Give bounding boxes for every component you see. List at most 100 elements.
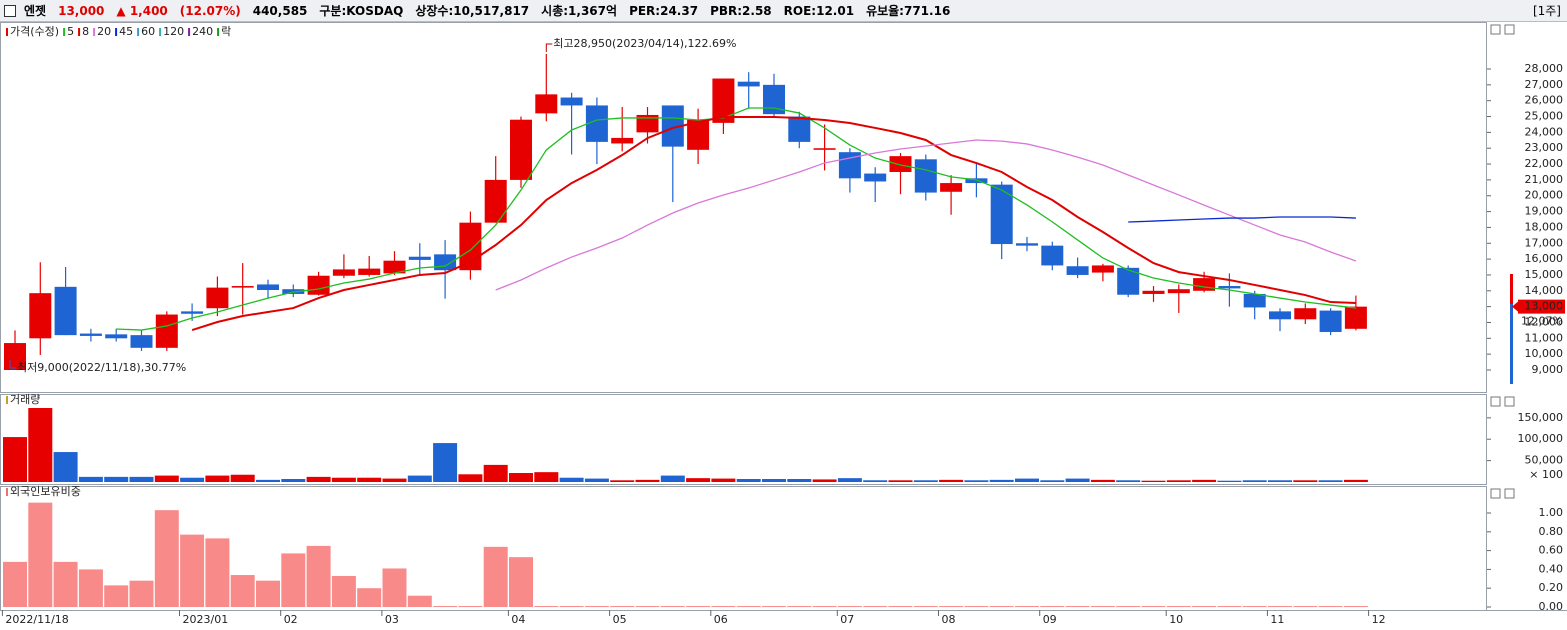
legend-label: 120 bbox=[163, 25, 184, 38]
candle-body bbox=[1117, 267, 1140, 295]
panel-button[interactable] bbox=[1490, 396, 1501, 407]
candle-body bbox=[1091, 265, 1114, 273]
bar bbox=[1116, 480, 1141, 482]
bar bbox=[1268, 480, 1292, 482]
bar bbox=[154, 510, 179, 607]
bar bbox=[53, 561, 78, 607]
bar bbox=[1343, 606, 1368, 608]
y-tick-label: 100,000 bbox=[1518, 432, 1564, 445]
bar bbox=[1217, 606, 1242, 608]
bar bbox=[610, 606, 635, 608]
legend-label: 8 bbox=[82, 25, 89, 38]
period[interactable]: [1주] bbox=[1532, 4, 1561, 18]
bar bbox=[104, 476, 129, 482]
x-tick-label: 2022/11/18 bbox=[5, 613, 68, 626]
bar bbox=[180, 534, 205, 607]
bar bbox=[762, 606, 786, 608]
ma-line bbox=[191, 116, 1356, 332]
candle-body bbox=[1066, 266, 1089, 275]
panel-button[interactable] bbox=[1490, 488, 1501, 499]
candle-body bbox=[155, 314, 178, 348]
info: 시총:1,367억 bbox=[541, 4, 618, 18]
bar bbox=[584, 606, 609, 608]
bar bbox=[559, 606, 584, 608]
legend-label: 240 bbox=[192, 25, 213, 38]
x-tick-label: 02 bbox=[284, 613, 298, 626]
bar bbox=[1065, 478, 1090, 482]
bar bbox=[635, 606, 660, 608]
price-panel bbox=[0, 22, 1487, 393]
bar bbox=[964, 480, 989, 482]
bar bbox=[964, 606, 989, 608]
bar bbox=[989, 479, 1014, 482]
bar bbox=[610, 480, 635, 482]
annotation: 최저9,000(2022/11/18),30.77% bbox=[17, 361, 186, 374]
bar bbox=[1318, 480, 1343, 482]
bar bbox=[1166, 480, 1191, 482]
legend-label: 가격(수정) bbox=[10, 25, 59, 38]
y-tick-label: 0.40 bbox=[1539, 562, 1564, 575]
panel-button[interactable] bbox=[1504, 24, 1515, 35]
checkbox[interactable] bbox=[4, 4, 16, 17]
candle-body bbox=[585, 105, 608, 142]
candle-body bbox=[636, 114, 659, 133]
candle-body bbox=[1193, 278, 1216, 291]
x-tick-label: 10 bbox=[1169, 613, 1183, 626]
bar bbox=[1040, 480, 1065, 482]
bar bbox=[256, 479, 280, 482]
candle-body bbox=[1294, 308, 1317, 320]
bar bbox=[78, 569, 103, 607]
legend-label: 락 bbox=[221, 25, 231, 38]
y-tick-label: 20,000 bbox=[1525, 189, 1564, 202]
info: PBR:2.58 bbox=[710, 3, 772, 18]
bar bbox=[686, 478, 711, 482]
bar bbox=[736, 479, 761, 482]
legend-swatch bbox=[6, 396, 8, 404]
bar bbox=[1065, 606, 1090, 608]
panel-button[interactable] bbox=[1490, 24, 1501, 35]
candle-body bbox=[79, 333, 102, 336]
chart: 9,000 10,000 11,000 12,000 13,000 14,000 15,00… bbox=[0, 22, 1567, 626]
candle-body bbox=[990, 184, 1013, 245]
bar bbox=[382, 478, 407, 482]
candle-body bbox=[484, 179, 507, 223]
bar bbox=[1268, 606, 1292, 608]
legend-swatch bbox=[217, 28, 220, 36]
bar bbox=[863, 606, 888, 608]
y-tick-label: 19,000 bbox=[1525, 205, 1564, 218]
bar bbox=[78, 476, 103, 482]
bar bbox=[483, 546, 508, 607]
bar bbox=[913, 480, 938, 482]
bar bbox=[433, 606, 458, 608]
panel-button[interactable] bbox=[1504, 488, 1515, 499]
annotation-arrow bbox=[545, 43, 553, 52]
y-tick-label: 11,000 bbox=[1525, 331, 1564, 344]
candle-body bbox=[737, 81, 760, 87]
x-tick-label: 2023/01 bbox=[183, 613, 229, 626]
candle-body bbox=[788, 116, 811, 142]
bar bbox=[407, 595, 432, 607]
bar bbox=[331, 575, 356, 607]
bar bbox=[433, 443, 458, 482]
panel-button[interactable] bbox=[1504, 396, 1515, 407]
y-tick-label: 26,000 bbox=[1525, 94, 1564, 107]
y-tick-label: 18,000 bbox=[1525, 220, 1564, 233]
candle-body bbox=[1016, 243, 1038, 246]
bar bbox=[3, 437, 27, 482]
y-tick-label: 12,000 bbox=[1525, 315, 1564, 328]
bar bbox=[1293, 606, 1318, 608]
bar bbox=[1217, 480, 1242, 482]
bar bbox=[129, 580, 154, 607]
bar bbox=[660, 475, 685, 482]
candle-body bbox=[1041, 245, 1064, 266]
candle-body bbox=[130, 335, 153, 348]
candle-body bbox=[257, 284, 279, 290]
y-tick-label: 25,000 bbox=[1525, 110, 1564, 123]
x-tick-label: 11 bbox=[1270, 613, 1284, 626]
candle-body bbox=[535, 94, 558, 114]
legend-swatch bbox=[63, 28, 66, 36]
candle-body bbox=[914, 159, 937, 193]
y-tick-label: 150,000 bbox=[1518, 411, 1564, 424]
bar bbox=[534, 472, 559, 482]
